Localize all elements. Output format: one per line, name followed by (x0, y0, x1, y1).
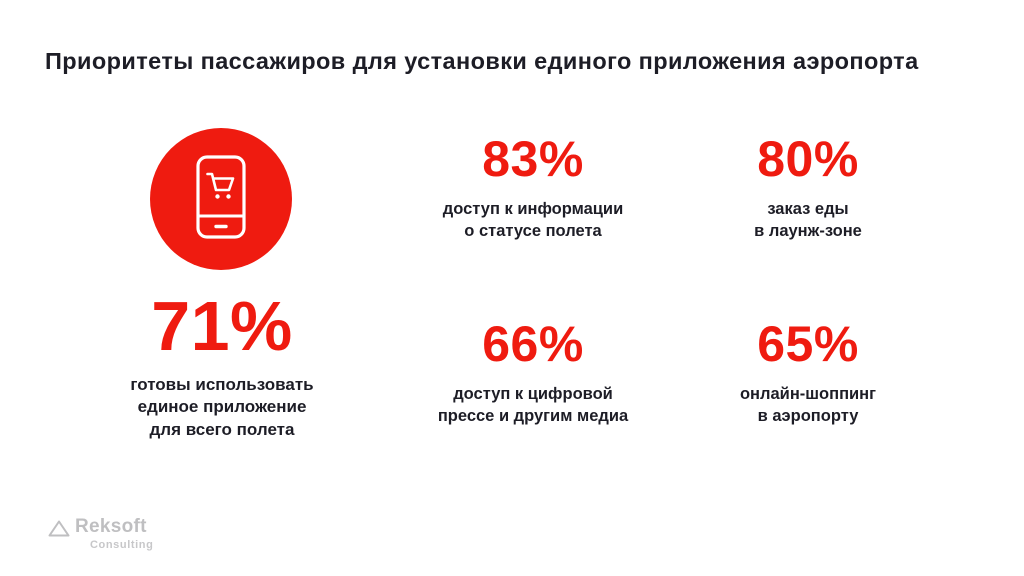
stat-flight-status: 83% доступ к информации о статусе полета (408, 133, 658, 242)
logo-name: Reksoft (75, 516, 147, 537)
stat-value: 66% (482, 316, 584, 372)
stat-food-order: 80% заказ еды в лаунж-зоне (688, 133, 928, 242)
stat-label: онлайн-шоппинг в аэропорту (739, 384, 877, 425)
app-icon-circle (150, 128, 292, 270)
stat-label: доступ к информации о статусе полета (442, 199, 624, 240)
stat-main-app-usage: 71% готовы использовать единое приложени… (97, 287, 347, 442)
stat-label: доступ к цифровой прессе и другим медиа (437, 384, 629, 425)
stat-label: заказ еды в лаунж-зоне (754, 199, 862, 240)
stat-label: готовы использовать единое приложение дл… (130, 374, 314, 440)
reksoft-logo: Reksoft Consulting (48, 517, 153, 551)
stat-value: 83% (482, 131, 584, 187)
stat-value: 65% (757, 316, 859, 372)
reksoft-triangle-icon (48, 520, 70, 542)
logo-subtitle: Consulting (90, 539, 154, 551)
stat-digital-media: 66% доступ к цифровой прессе и другим ме… (408, 318, 658, 427)
smartphone-shopping-cart-icon (196, 154, 246, 244)
page-title: Приоритеты пассажиров для установки един… (45, 47, 919, 74)
stat-value: 80% (757, 131, 859, 187)
stat-online-shopping: 65% онлайн-шоппинг в аэропорту (688, 318, 928, 427)
stat-value: 71% (151, 287, 293, 365)
